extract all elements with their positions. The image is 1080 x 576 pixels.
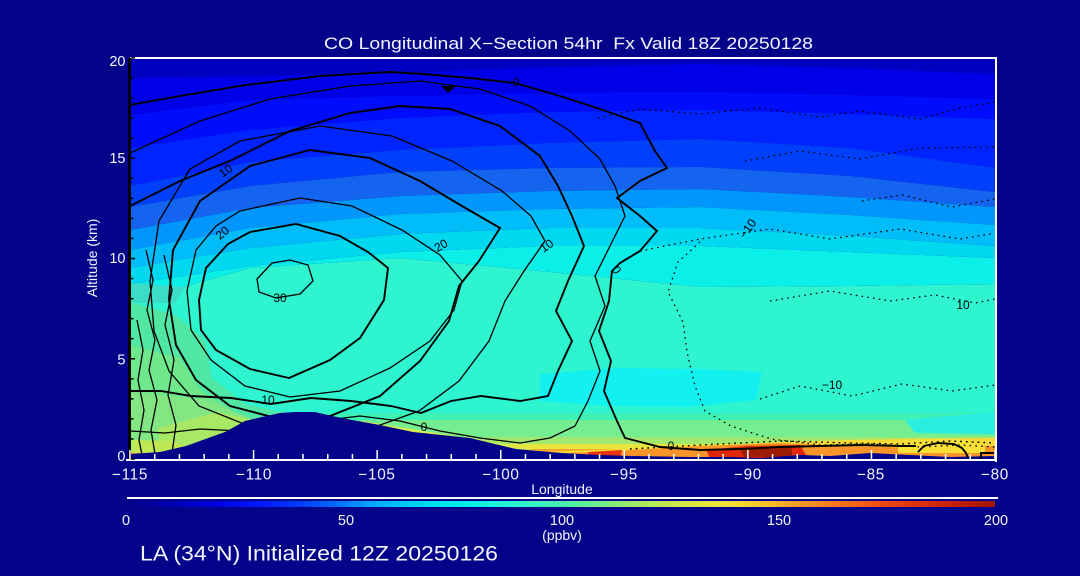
svg-text:5: 5 <box>117 353 125 369</box>
svg-text:100: 100 <box>550 513 574 529</box>
svg-text:150: 150 <box>767 513 791 529</box>
svg-text:0: 0 <box>511 75 521 90</box>
svg-text:−115: −115 <box>112 467 148 484</box>
svg-text:−95: −95 <box>610 467 638 484</box>
svg-text:50: 50 <box>338 513 354 529</box>
svg-text:20: 20 <box>109 54 125 70</box>
svg-text:0: 0 <box>668 439 675 453</box>
svg-text:0: 0 <box>421 420 428 434</box>
svg-text:30: 30 <box>273 291 287 305</box>
svg-text:−105: −105 <box>358 467 395 484</box>
svg-text:LA (34°N) Initialized 12Z 2025: LA (34°N) Initialized 12Z 20250126 <box>140 543 498 566</box>
svg-text:200: 200 <box>984 513 1008 529</box>
svg-text:10: 10 <box>109 251 125 267</box>
svg-text:−85: −85 <box>857 467 885 484</box>
svg-text:20: 20 <box>432 236 451 255</box>
svg-text:0: 0 <box>117 449 125 465</box>
svg-text:−110: −110 <box>236 467 272 484</box>
svg-text:−90: −90 <box>734 467 762 484</box>
svg-text:Altitude (km): Altitude (km) <box>84 219 100 298</box>
svg-text:−80: −80 <box>981 467 1009 484</box>
svg-text:15: 15 <box>109 151 125 167</box>
svg-text:CO Longitudinal X−Section 54hr: CO Longitudinal X−Section 54hr Fx Valid … <box>324 35 813 53</box>
svg-text:10: 10 <box>261 393 275 407</box>
svg-text:−10: −10 <box>822 378 843 392</box>
svg-text:(ppbv): (ppbv) <box>542 527 582 543</box>
svg-text:−100: −100 <box>482 467 519 484</box>
svg-text:Longitude: Longitude <box>531 481 593 497</box>
svg-text:0: 0 <box>122 513 130 529</box>
svg-text:10: 10 <box>956 298 970 312</box>
